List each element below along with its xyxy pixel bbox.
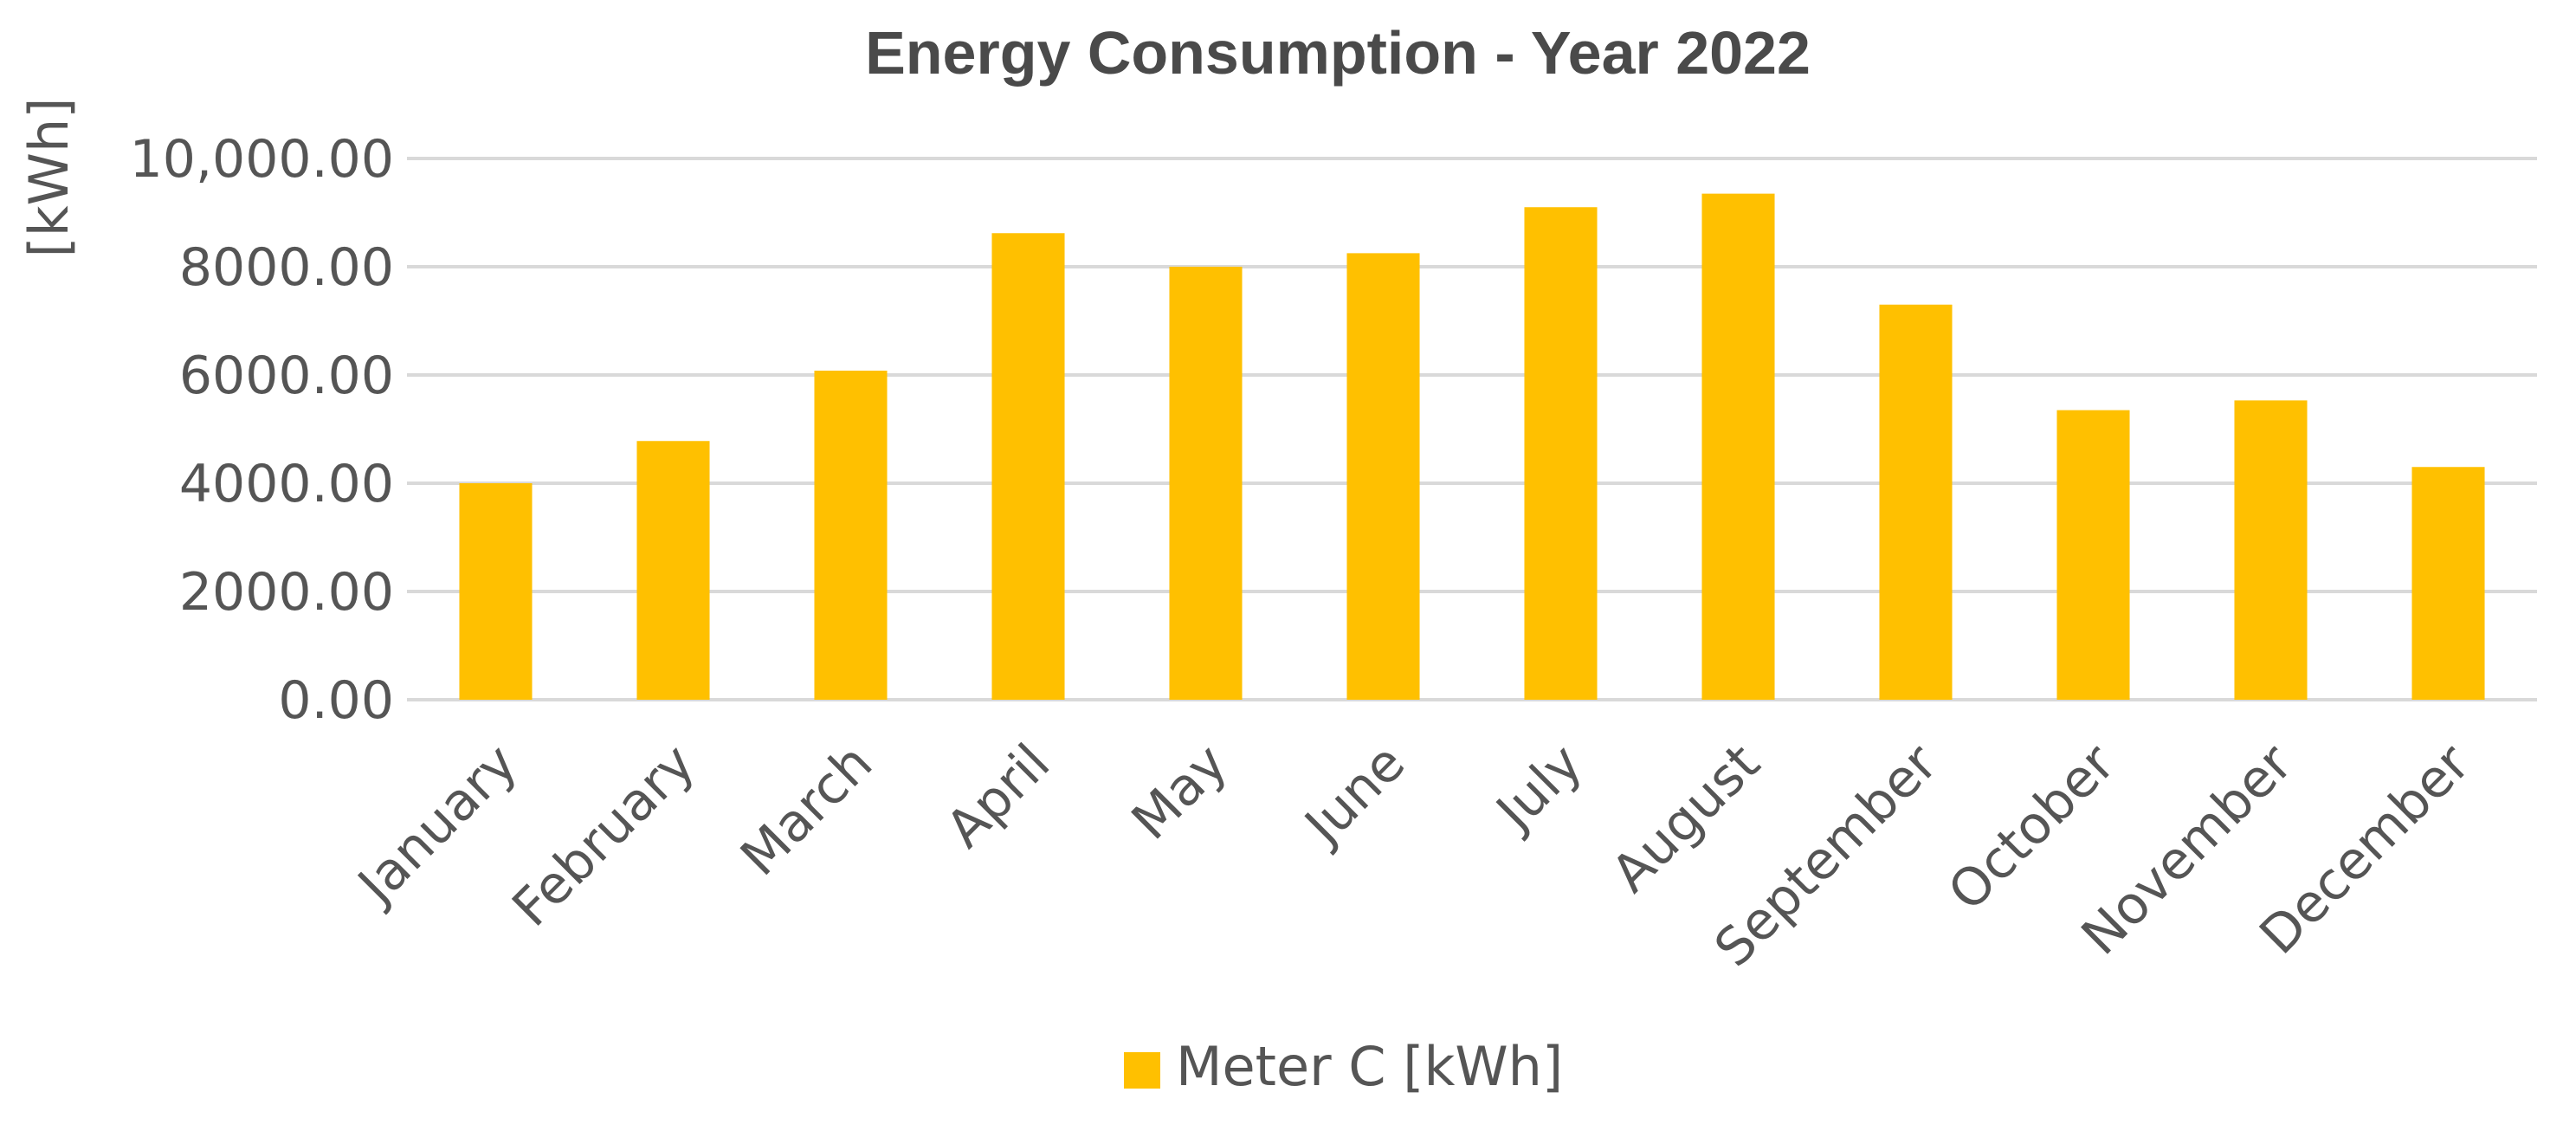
bar-october: [2056, 410, 2130, 700]
bar-september: [1879, 304, 1953, 700]
y-tick-label: 6000.00: [179, 346, 394, 406]
bar-march: [814, 371, 888, 700]
x-tick-label: May: [1120, 733, 1239, 851]
bar-august: [1701, 193, 1775, 700]
bar-april: [991, 233, 1065, 700]
x-tick-label: February: [501, 733, 707, 938]
y-tick-label: 4000.00: [179, 454, 394, 514]
bar-december: [2411, 467, 2485, 700]
legend: Meter C [kWh]: [1124, 1035, 1563, 1098]
bar-may: [1169, 267, 1243, 700]
bar-january: [459, 483, 533, 700]
x-tick-label: July: [1482, 733, 1594, 844]
x-tick-label: March: [729, 733, 884, 888]
legend-label: Meter C [kWh]: [1176, 1035, 1563, 1098]
y-tick-label: 10,000.00: [130, 129, 394, 190]
x-tick-label: April: [935, 733, 1062, 859]
y-axis-ticks: 0.00 2000.00 4000.00 6000.00 8000.00 10,000.0…: [130, 129, 394, 731]
y-tick-label: 8000.00: [179, 237, 394, 298]
y-axis-label: [kWh]: [17, 98, 81, 258]
x-tick-label: June: [1291, 733, 1417, 858]
bar-november: [2234, 400, 2308, 700]
x-tick-label: August: [1600, 733, 1772, 904]
gridlines: [407, 157, 2537, 701]
bar-february: [636, 441, 710, 700]
bar-june: [1346, 253, 1420, 700]
bar-july: [1524, 207, 1598, 700]
legend-swatch: [1124, 1052, 1160, 1089]
y-tick-label: 2000.00: [179, 562, 394, 623]
bars: [459, 193, 2485, 700]
chart-title: Energy Consumption - Year 2022: [865, 19, 1811, 87]
y-tick-label: 0.00: [278, 670, 394, 731]
x-tick-label: January: [345, 733, 529, 917]
x-tick-label: October: [1937, 733, 2127, 923]
